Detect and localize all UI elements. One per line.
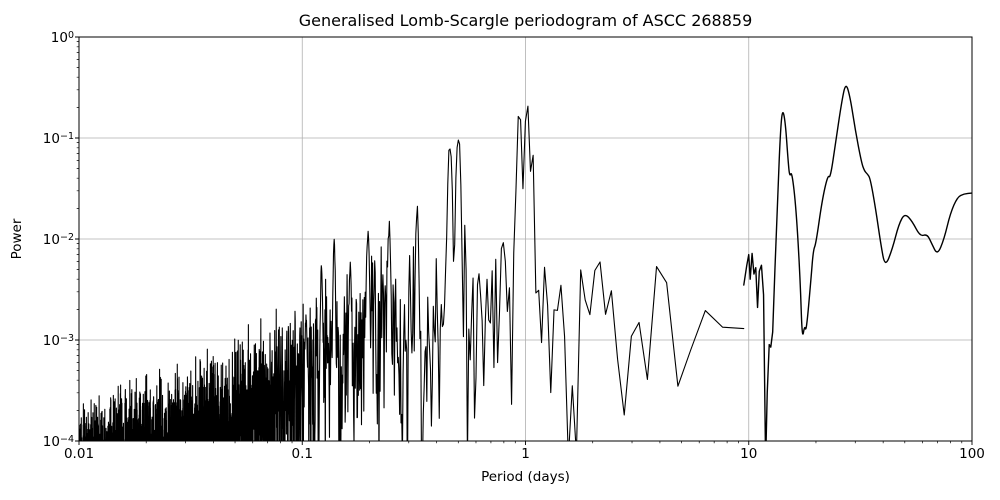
x-tick-label: 100 <box>959 446 985 462</box>
y-tick-label: 10−3 <box>42 333 74 349</box>
x-tick-label: 10 <box>740 446 758 462</box>
chart-title: Generalised Lomb-Scargle periodogram of … <box>298 11 753 30</box>
x-tick-label: 1 <box>521 446 530 462</box>
y-tick-label: 10−1 <box>42 131 74 147</box>
y-tick-label: 10−2 <box>42 232 74 248</box>
x-tick-label: 0.01 <box>63 446 95 462</box>
x-tick-label: 0.1 <box>291 446 313 462</box>
y-tick-label: 100 <box>50 30 74 46</box>
x-axis-label: Period (days) <box>481 469 570 485</box>
y-tick-label: 10−4 <box>42 434 74 450</box>
